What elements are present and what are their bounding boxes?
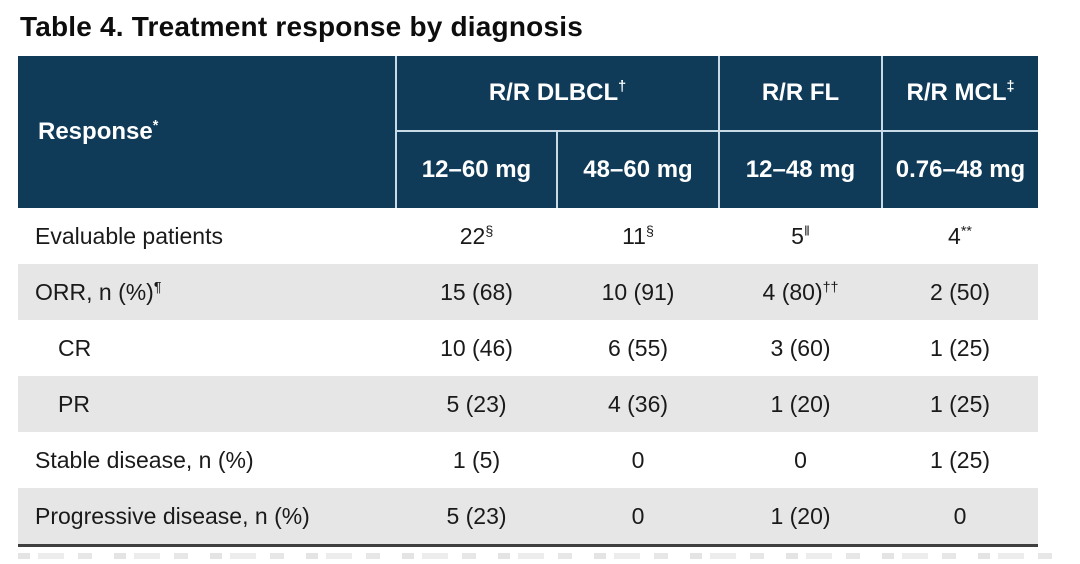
cell-value: 0 <box>557 488 719 547</box>
header-cell-rr-dlbcl: R/R DLBCL† <box>395 56 719 131</box>
cell-value: 1 (20) <box>719 488 882 547</box>
cell-value: 4 (36) <box>607 390 669 417</box>
dose-header-dlbcl-48-60mg: 48–60 mg <box>556 130 719 208</box>
row-label: CR <box>58 334 92 361</box>
clipped-footnote-text <box>18 553 1062 559</box>
cell-value: 4** <box>948 222 972 249</box>
header-cell-rr-mcl: R/R MCL‡ <box>881 56 1038 131</box>
rr-fl-label: R/R FL <box>761 79 840 106</box>
cell-value: 3 (60) <box>770 334 831 361</box>
cell-value: 1 (20) <box>770 390 831 417</box>
table-header: Response* R/R DLBCL† R/R FL R/R MCL‡ 12–… <box>18 56 1038 208</box>
treatment-response-table: Response* R/R DLBCL† R/R FL R/R MCL‡ 12–… <box>18 56 1038 547</box>
cell-value: 22§ <box>459 222 494 249</box>
cell-value: 0 <box>882 488 1038 547</box>
rr-dlbcl-footnote-marker: † <box>618 79 627 95</box>
rr-mcl-footnote-marker: ‡ <box>1006 79 1015 95</box>
cell-value: 0 <box>794 446 807 473</box>
cell-value: 6 (55) <box>607 334 669 361</box>
response-label: Response <box>38 118 153 145</box>
cell-value: 10 (46) <box>440 334 513 361</box>
rr-mcl-label: R/R MCL <box>906 79 1007 106</box>
page: Table 4. Treatment response by diagnosis… <box>0 10 1080 564</box>
cell-value: 4 (80)†† <box>762 278 839 305</box>
cell-value: 0 <box>631 446 645 473</box>
response-footnote-marker: * <box>152 118 159 134</box>
cell-value: 1 (25) <box>929 390 991 417</box>
table-row-progressive-disease: Progressive disease, n (%) 5 (23) 0 1 (2… <box>18 488 1038 547</box>
rr-dlbcl-label: R/R DLBCL <box>488 79 619 106</box>
cell-value: 1 (25) <box>929 446 991 473</box>
table-row-cr: CR 10 (46) 6 (55) 3 (60) 1 (25) <box>18 320 1038 376</box>
header-cell-response: Response* <box>18 56 396 208</box>
dose-header-fl-12-48mg: 12–48 mg <box>718 130 882 208</box>
cell-value: 10 (91) <box>601 278 675 305</box>
row-label: Evaluable patients <box>35 222 223 249</box>
table-body: Evaluable patients 22§ 11§ 5‖ 4** ORR, n… <box>18 208 1038 547</box>
dose-header-mcl-076-48mg: 0.76–48 mg <box>881 130 1038 208</box>
row-label: Progressive disease, n (%) <box>18 488 396 547</box>
row-label: ORR, n (%)¶ <box>35 278 162 305</box>
cell-value: 2 (50) <box>929 278 991 305</box>
cell-value: 11§ <box>622 222 654 249</box>
cell-value: 5 (23) <box>396 488 557 547</box>
table-row-orr: ORR, n (%)¶ 15 (68) 10 (91) 4 (80)†† 2 (… <box>18 264 1038 320</box>
cell-value: 1 (5) <box>452 446 501 473</box>
table-row-evaluable-patients: Evaluable patients 22§ 11§ 5‖ 4** <box>18 208 1038 264</box>
cell-value: 5 (23) <box>446 390 507 417</box>
header-cell-rr-fl: R/R FL <box>718 56 882 131</box>
table-row-pr: PR 5 (23) 4 (36) 1 (20) 1 (25) <box>18 376 1038 432</box>
dose-header-dlbcl-12-60mg: 12–60 mg <box>395 130 557 208</box>
row-label: Stable disease, n (%) <box>35 446 254 473</box>
row-label: PR <box>58 390 90 417</box>
cell-value: 15 (68) <box>440 278 513 305</box>
cell-value: 5‖ <box>791 222 810 249</box>
table-title: Table 4. Treatment response by diagnosis <box>20 11 583 42</box>
table-row-stable-disease: Stable disease, n (%) 1 (5) 0 0 1 (25) <box>18 432 1038 488</box>
cell-value: 1 (25) <box>929 334 991 361</box>
